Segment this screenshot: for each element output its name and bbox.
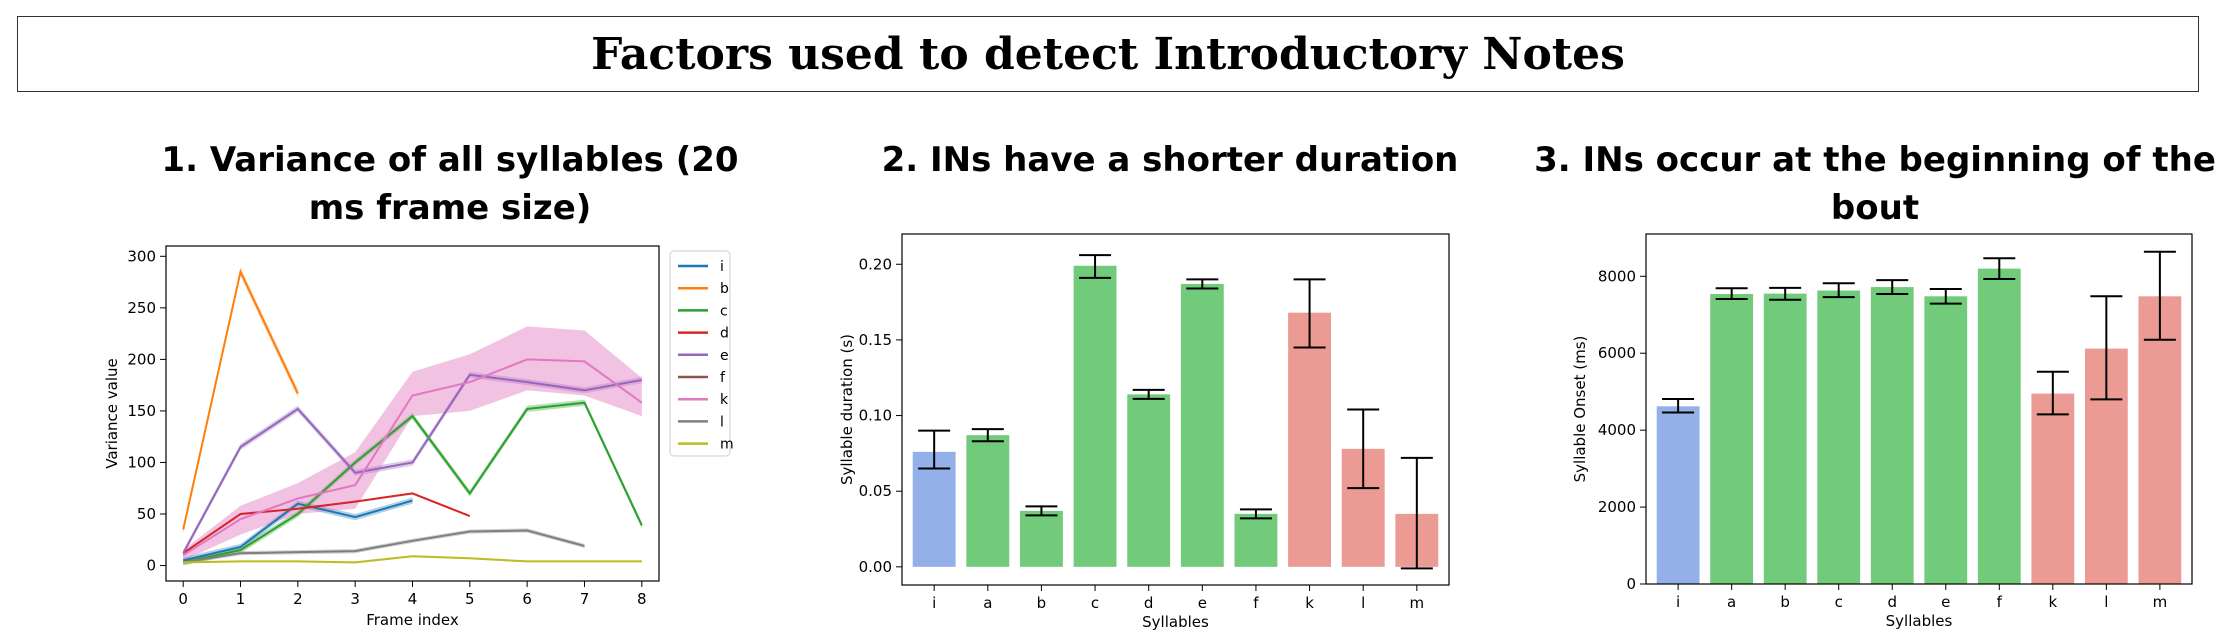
panel-3-title: 3. INs occur at the beginning of the bou… [1534,140,2216,228]
y-tick-label: 0 [146,557,156,575]
chart3-plot-frame [1645,233,2193,585]
chart3-bar-m [2138,296,2182,584]
x-tick-label: l [2104,593,2108,611]
y-tick-label: 50 [137,505,156,523]
series-band-k [183,326,642,561]
panel-1-title: 1. Variance of all syllables (20 ms fram… [161,140,739,228]
chart2-bar-i [912,451,956,567]
chart3-bar-f [1977,268,2021,584]
y-tick-label: 0.00 [859,558,892,576]
chart3-bar-a [1710,294,1754,584]
y-tick-label: 250 [127,299,156,317]
chart2-bar-b [1019,510,1063,567]
x-tick-label: c [1835,593,1843,611]
chart3-bar-c [1817,290,1861,584]
legend-label-f: f [720,370,726,386]
legend-frame [669,250,731,457]
chart2-bar-e [1180,283,1224,567]
legend-label-c: c [720,303,728,319]
panel-2-title: 2. INs have a shorter duration [881,140,1459,180]
x-tick-label: 7 [580,590,590,608]
x-tick-label: 1 [236,590,246,608]
x-tick-label: 2 [293,590,303,608]
x-tick-label: 5 [465,590,475,608]
x-tick-label: k [1305,594,1314,612]
chart3-bar-d [1870,287,1914,584]
y-tick-label: 200 [127,350,156,368]
y-axis-label: Variance value [103,358,121,469]
chart3-bar-b [1763,293,1807,584]
x-tick-label: c [1091,594,1099,612]
y-tick-label: 0.05 [859,482,892,500]
series-line-i [182,499,413,562]
y-tick-label: 6000 [1598,344,1636,362]
x-tick-label: k [2048,593,2057,611]
legend-label-b: b [720,281,729,297]
x-tick-label: 3 [350,590,360,608]
y-tick-label: 100 [127,453,156,471]
y-tick-label: 0 [1626,575,1636,593]
series-line-d [182,492,471,555]
x-tick-label: f [1253,594,1259,612]
x-axis-label: Syllables [1142,613,1209,631]
chart2-bar-f [1234,513,1278,567]
y-tick-label: 300 [127,247,156,265]
x-tick-label: l [1361,594,1365,612]
legend-label-i: i [720,259,724,275]
y-tick-label: 8000 [1598,267,1636,285]
y-tick-label: 150 [127,402,156,420]
x-tick-label: i [1676,593,1680,611]
y-axis-label: Syllable duration (s) [838,334,856,485]
x-tick-label: f [1997,593,2003,611]
chart3-bar-e [1924,296,1968,584]
legend-label-m: m [720,437,734,453]
x-tick-label: e [1941,593,1950,611]
x-tick-label: b [1037,594,1047,612]
y-tick-label: 4000 [1598,421,1636,439]
x-axis-label: Frame index [366,611,459,629]
legend-label-k: k [720,392,729,408]
series-line-e [182,373,642,554]
x-tick-label: e [1198,594,1207,612]
x-tick-label: m [1410,594,1425,612]
page-title: Factors used to detect Introductory Note… [591,28,1625,80]
x-tick-label: m [2153,593,2168,611]
y-tick-label: 0.10 [859,407,892,425]
chart2-bar-c [1073,265,1117,567]
series-line-c [182,401,643,564]
chart2-bar-k [1288,312,1332,567]
chart2-bar-a [966,435,1010,567]
series-line-k [182,358,643,557]
series-line-m [183,555,642,564]
x-tick-label: b [1780,593,1790,611]
chart3-bar-k [2031,393,2075,584]
y-tick-label: 0.20 [859,255,892,273]
y-axis-label: Syllable Onset (ms) [1571,336,1589,483]
x-tick-label: 8 [637,590,647,608]
y-tick-label: 0.15 [859,331,892,349]
x-tick-label: 6 [522,590,532,608]
chart2-bar-d [1127,394,1171,567]
legend-label-e: e [720,348,729,364]
x-axis-label: Syllables [1886,612,1953,630]
legend-label-d: d [720,326,729,342]
header-banner: Factors used to detect Introductory Note… [17,16,2199,92]
x-tick-label: a [1727,593,1736,611]
x-tick-label: i [932,594,936,612]
series-line-l [183,529,585,564]
chart2-plot-frame [901,233,1450,586]
x-tick-label: d [1144,594,1154,612]
series-band-e [183,371,642,557]
y-tick-label: 2000 [1598,498,1636,516]
legend-label-l: l [720,414,724,430]
x-tick-label: 0 [178,590,188,608]
chart3-bar-i [1656,406,1700,584]
x-tick-label: 4 [408,590,418,608]
series-line-b [182,268,299,530]
x-tick-label: d [1887,593,1897,611]
x-tick-label: a [983,594,992,612]
